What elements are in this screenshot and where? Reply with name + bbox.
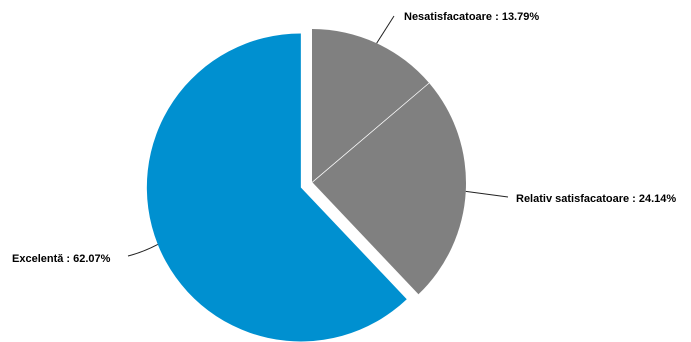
pie-slice-3 — [146, 33, 407, 342]
leader-line-1 — [376, 15, 395, 44]
pie-slice-1 — [312, 29, 430, 183]
leaders-layer — [127, 15, 509, 257]
slice-separator-2 — [311, 182, 419, 296]
leader-line-2 — [465, 190, 509, 198]
leader-line-3 — [127, 244, 159, 257]
slice-label-3: Excelentă : 62.07% — [12, 253, 111, 265]
slice-label-2: Relativ satisfacatoare : 24.14% — [516, 193, 676, 205]
labels-layer: Nesatisfacatoare : 13.79% Relativ satisfa… — [12, 11, 676, 265]
pie-slice-2 — [312, 83, 466, 295]
slice-label-1: Nesatisfacatoare : 13.79% — [404, 11, 539, 23]
slices-layer — [146, 29, 466, 342]
